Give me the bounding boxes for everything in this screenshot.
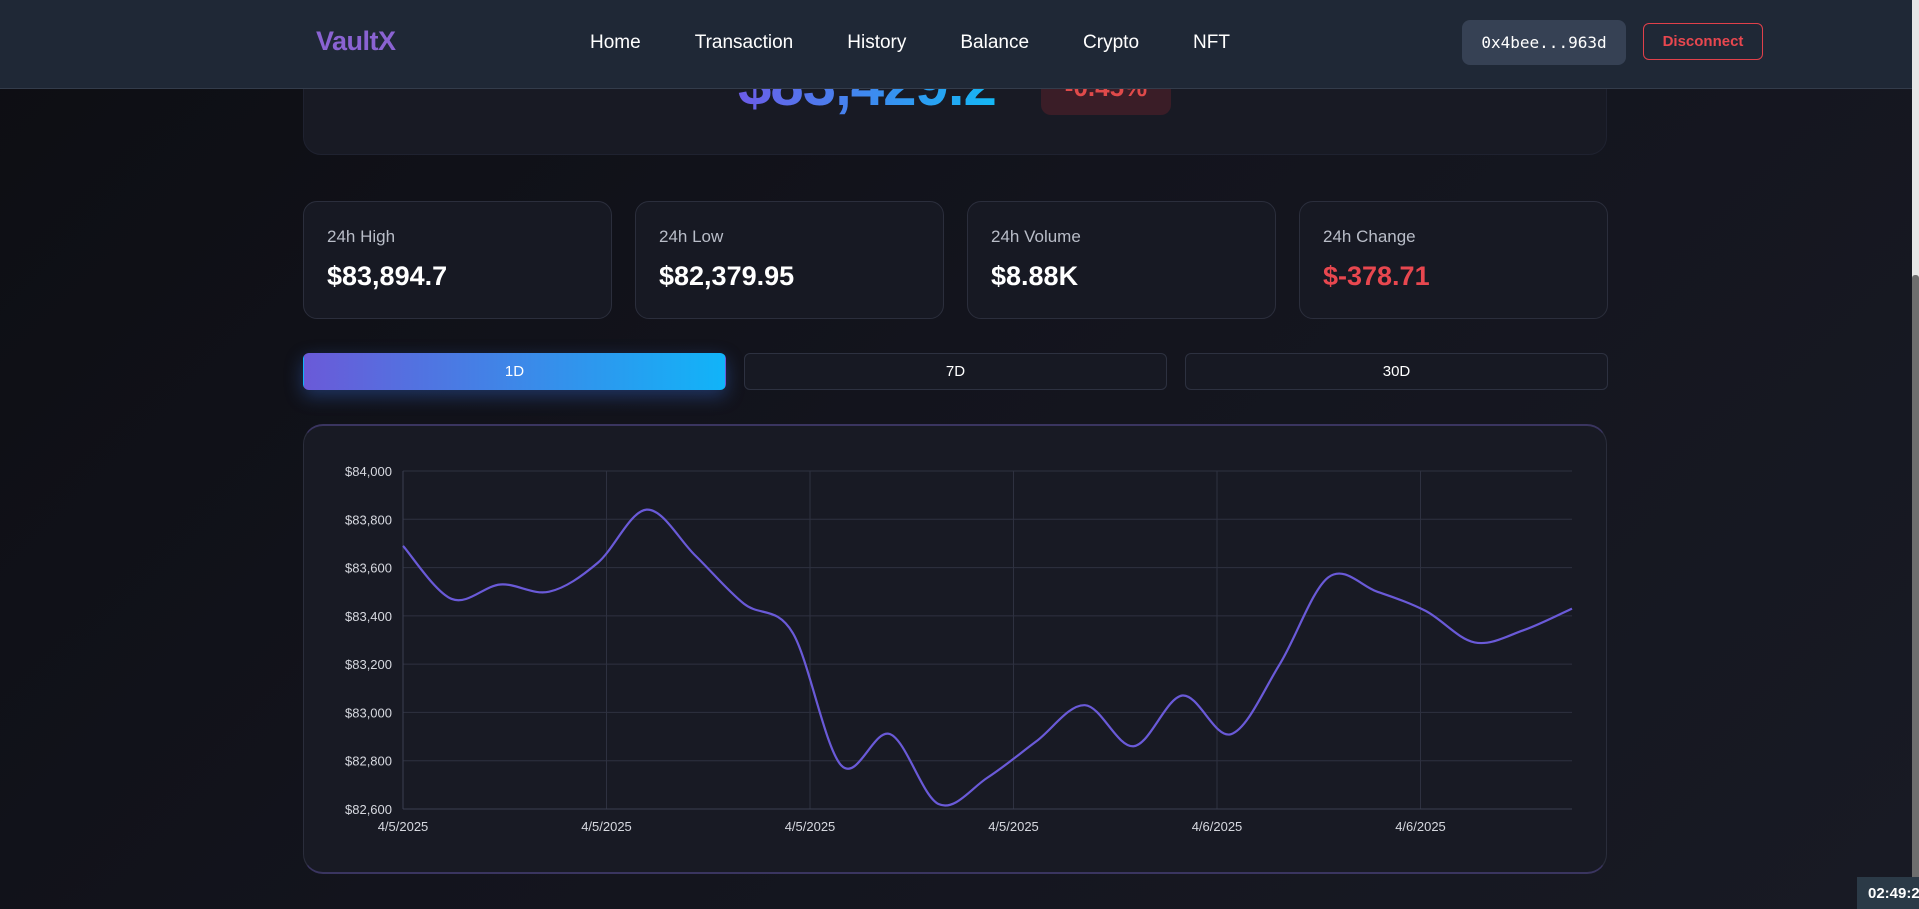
- nav-link-balance[interactable]: Balance: [960, 32, 1030, 53]
- stat-label: 24h High: [327, 227, 396, 246]
- brand-logo[interactable]: VaultX: [316, 26, 396, 56]
- disconnect-button[interactable]: Disconnect: [1643, 23, 1763, 60]
- y-tick-label: $83,600: [345, 561, 392, 576]
- stat-value: $82,379.95: [659, 261, 795, 291]
- price-series-line: [402, 508, 1573, 807]
- taskbar-clock: 02:49:25: [1857, 877, 1919, 909]
- y-tick-label: $82,600: [345, 802, 392, 817]
- stat-label: 24h Low: [659, 227, 724, 246]
- range-button-1d[interactable]: 1D: [303, 353, 726, 390]
- y-tick-label: $83,000: [345, 705, 392, 720]
- y-tick-label: $83,800: [345, 512, 392, 527]
- y-tick-label: $83,200: [345, 657, 392, 672]
- stat-card-change: 24h Change $-378.71: [1299, 201, 1608, 319]
- nav-link-home[interactable]: Home: [590, 32, 641, 53]
- nav-link-nft[interactable]: NFT: [1193, 32, 1230, 53]
- x-tick-label: 4/5/2025: [988, 819, 1039, 834]
- y-tick-label: $82,800: [345, 754, 392, 769]
- x-tick-label: 4/6/2025: [1192, 819, 1243, 834]
- stat-card-low: 24h Low $82,379.95: [635, 201, 944, 319]
- scrollbar-thumb[interactable]: [1912, 275, 1919, 909]
- nav-link-history[interactable]: History: [847, 32, 907, 53]
- stat-value: $-378.71: [1323, 261, 1430, 291]
- stat-card-high: 24h High $83,894.7: [303, 201, 612, 319]
- range-button-7d[interactable]: 7D: [744, 353, 1167, 390]
- x-tick-label: 4/5/2025: [378, 819, 429, 834]
- range-button-30d[interactable]: 30D: [1185, 353, 1608, 390]
- y-tick-label: $84,000: [345, 464, 392, 479]
- stat-value: $83,894.7: [327, 261, 448, 291]
- x-tick-label: 4/5/2025: [581, 819, 632, 834]
- range-selector: 1D 7D 30D: [303, 353, 1608, 390]
- stat-value: $8.88K: [991, 261, 1079, 291]
- x-tick-label: 4/5/2025: [785, 819, 836, 834]
- stat-label: 24h Volume: [991, 227, 1081, 246]
- x-tick-label: 4/6/2025: [1395, 819, 1446, 834]
- nav-links: Home Transaction History Balance Crypto …: [590, 32, 1284, 54]
- wallet-address[interactable]: 0x4bee...963d: [1462, 20, 1626, 65]
- y-tick-label: $83,400: [345, 609, 392, 624]
- nav-link-crypto[interactable]: Crypto: [1083, 32, 1140, 53]
- stat-card-volume: 24h Volume $8.88K: [967, 201, 1276, 319]
- price-chart: $84,000 $83,800 $83,600 $83,400 $83,200 $83,0…: [345, 464, 1573, 834]
- stats-row: 24h High $83,894.7 24h Low $82,379.95 24…: [303, 201, 1608, 319]
- price-chart-card: $84,000 $83,800 $83,600 $83,400 $83,200 $83,0…: [303, 424, 1607, 874]
- stat-label: 24h Change: [1323, 227, 1416, 246]
- nav-link-transaction[interactable]: Transaction: [694, 32, 794, 53]
- top-navbar: VaultX Home Transaction History Balance …: [0, 0, 1912, 89]
